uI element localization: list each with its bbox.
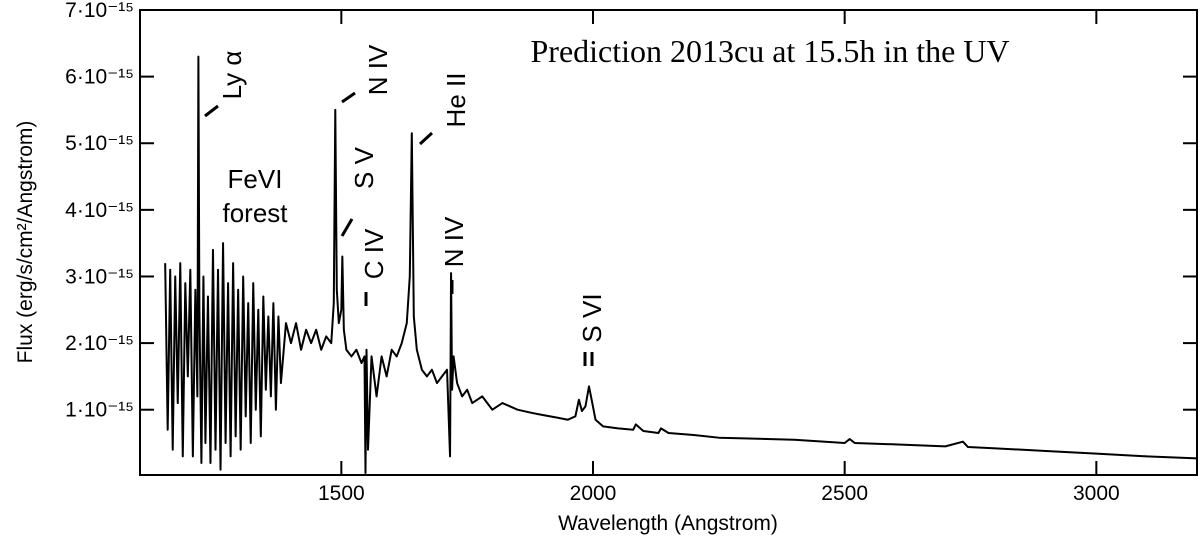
annotation: FeVI [228,164,283,194]
n-iv-tick [341,91,356,104]
plot-frame [139,9,1198,476]
x-tick-label: 1500 [318,482,365,505]
y-tick-label: 4·10⁻¹⁵ [65,199,134,222]
annotation: S V [349,146,379,189]
he-ii-tick [418,131,434,146]
x-axis-label: Wavelength (Angstrom) [558,512,778,535]
x-tick-label: 2000 [570,482,617,505]
annotation: S VI [577,293,607,342]
y-tick-label: 3·10⁻¹⁵ [65,265,134,288]
y-tick-label: 5·10⁻¹⁵ [65,132,134,155]
annotation: He II [441,73,471,128]
x-tick-label: 2500 [821,482,868,505]
annotation: forest [222,198,288,228]
y-tick-label: 7·10⁻¹⁵ [65,0,134,22]
y-axis-label: Flux (erg/s/cm²/Angstrom) [14,121,37,364]
y-tick-label: 6·10⁻¹⁵ [65,66,134,89]
annotation: N IV [363,44,393,95]
annotation: N IV [439,216,469,267]
ly-alpha-tick [204,104,219,118]
annotation: Ly α [217,51,247,100]
x-tick-label: 3000 [1073,482,1120,505]
y-tick-label: 1·10⁻¹⁵ [65,399,134,422]
spectrum-line [164,55,1198,474]
chart-title: Prediction 2013cu at 15.5h in the UV [530,33,1009,69]
s-v-tick [340,218,354,237]
annotation: C IV [359,228,389,279]
y-tick-label: 2·10⁻¹⁵ [65,332,134,355]
